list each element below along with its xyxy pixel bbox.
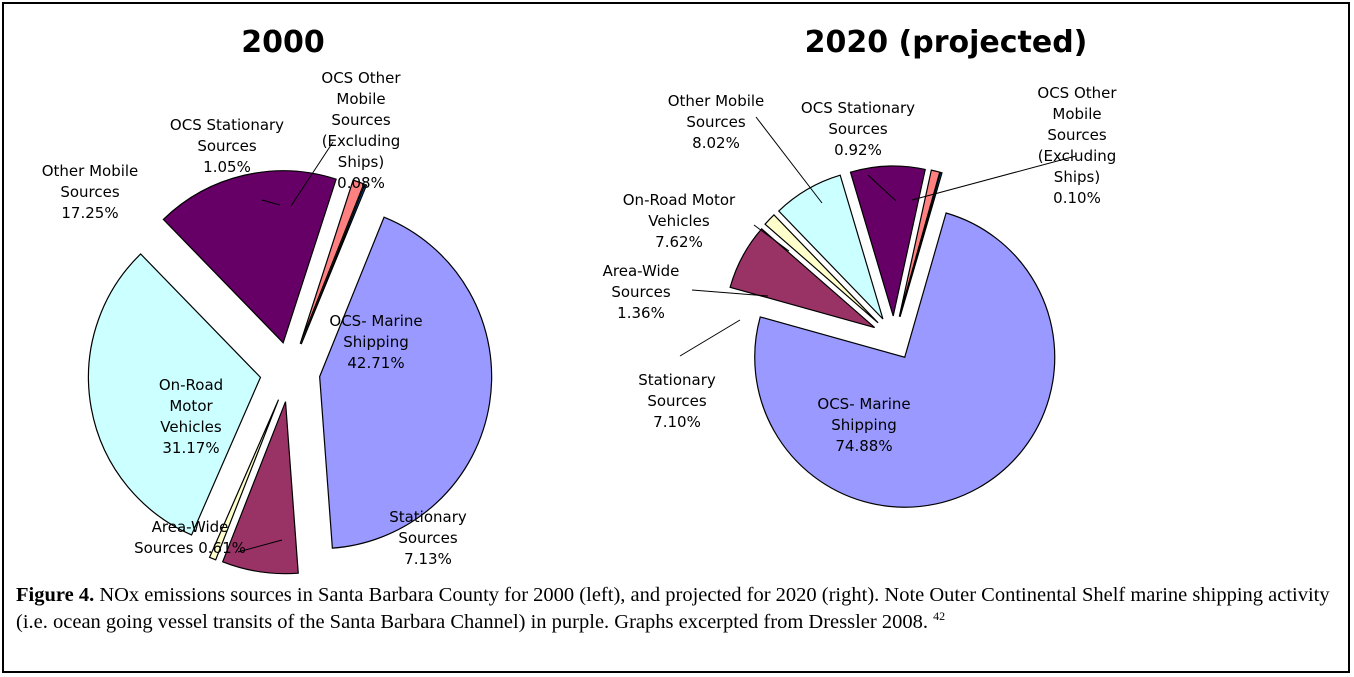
- pie-slice: [300, 183, 368, 345]
- pie-2000: OCS- Marine Shipping 42.71% Stationary Sourc…: [42, 69, 493, 575]
- slice-label: On-Road Motor Vehicles 31.17%: [159, 376, 223, 457]
- slice-label: Area-Wide Sources 1.36%: [603, 262, 680, 322]
- pie-charts: 2000 2020 (projected) OCS- Marine Shippin…: [42, 25, 1117, 575]
- slice-label: Stationary Sources 7.10%: [638, 371, 716, 431]
- pie-slice: [162, 170, 337, 344]
- pie-slice: [849, 165, 926, 317]
- slice-label: Other Mobile Sources 17.25%: [42, 162, 139, 222]
- leader-line: [237, 539, 283, 553]
- slice-label: OCS- Marine Shipping 74.88%: [817, 395, 910, 455]
- pie-slice: [899, 171, 943, 318]
- leader-line: [261, 199, 281, 206]
- slice-label: OCS Stationary Sources 1.05%: [170, 116, 284, 176]
- leader-line: [691, 289, 769, 297]
- slice-label: On-Road Motor Vehicles 7.62%: [623, 191, 736, 251]
- slice-label: OCS Other Mobile Sources (Excluding Ships) 0.…: [321, 69, 401, 192]
- leader-line: [867, 174, 897, 202]
- leader-line: [679, 319, 741, 357]
- chart-title-2000: 2000: [241, 25, 325, 60]
- leader-line: [911, 155, 1077, 201]
- slice-label: OCS- Marine Shipping 42.71%: [329, 312, 422, 372]
- pie-slice: [319, 216, 493, 549]
- chart-title-2020: 2020 (projected): [805, 25, 1088, 60]
- leader-line: [753, 224, 790, 252]
- slice-label: OCS Other Mobile Sources (Excluding Ships) 0.…: [1037, 84, 1117, 207]
- leader-line: [290, 141, 334, 207]
- pie-slice: [208, 399, 280, 561]
- pie-slice: [299, 179, 365, 344]
- caption-label: Figure 4.: [16, 584, 95, 606]
- slice-label: OCS Stationary Sources 0.92%: [801, 99, 915, 159]
- slice-label: Other Mobile Sources 8.02%: [668, 92, 765, 152]
- pie-slice: [898, 169, 941, 317]
- pie-slice: [221, 401, 299, 575]
- figure-caption: Figure 4. NOx emissions sources in Santa…: [16, 582, 1336, 636]
- slice-label: Area-Wide Sources 0.61%: [134, 518, 246, 557]
- slice-label: Stationary Sources 7.13%: [389, 508, 467, 568]
- pie-slice: [87, 253, 262, 536]
- pie-slice: [729, 228, 876, 329]
- pie-slice: [754, 212, 1056, 508]
- caption-text: NOx emissions sources in Santa Barbara C…: [16, 584, 1330, 633]
- caption-footnote: 42: [933, 609, 946, 624]
- pie-2020: OCS- Marine Shipping 74.88% Stationary Sourc…: [603, 84, 1117, 508]
- pie-slice: [777, 174, 884, 320]
- pie-slice: [764, 214, 879, 324]
- leader-line: [755, 116, 823, 204]
